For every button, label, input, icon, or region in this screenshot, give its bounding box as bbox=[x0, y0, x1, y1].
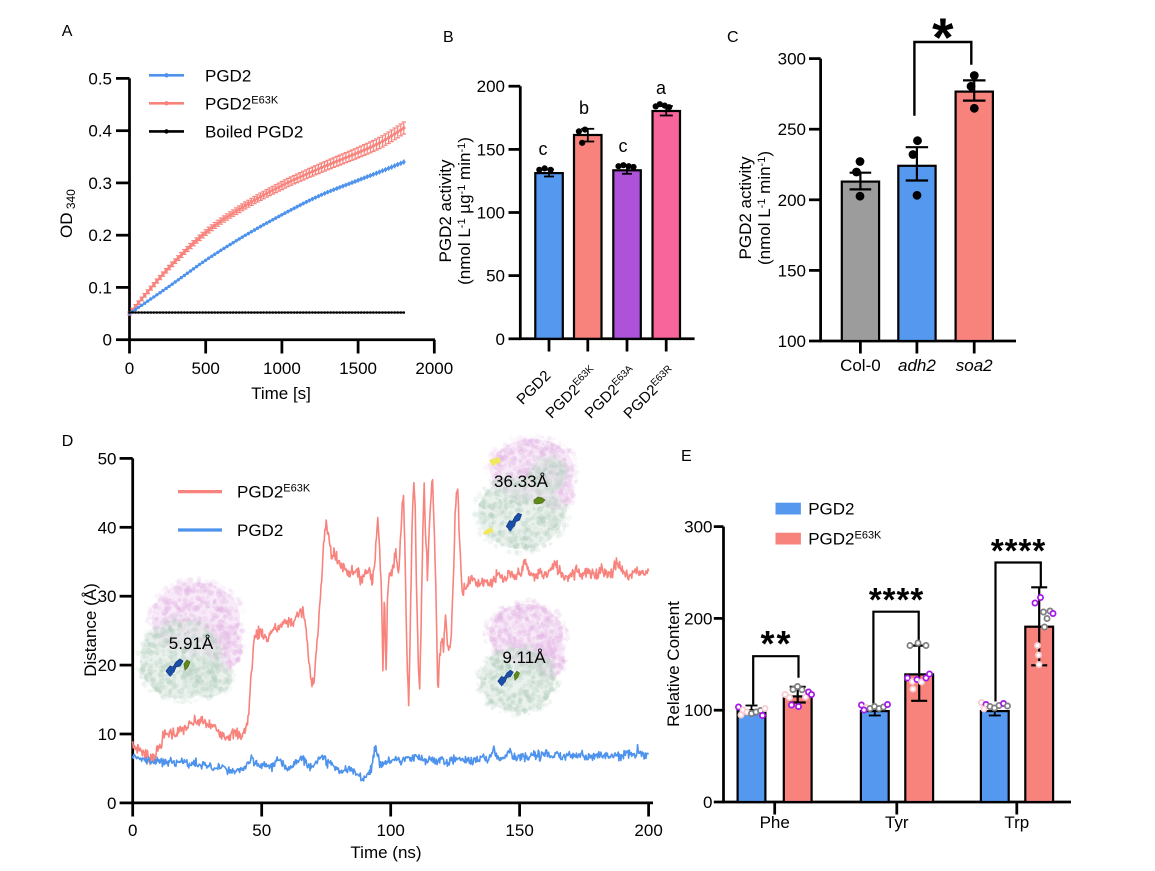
svg-text:D: D bbox=[62, 433, 74, 450]
svg-text:Relative Content: Relative Content bbox=[664, 601, 683, 727]
svg-text:A: A bbox=[62, 23, 73, 40]
svg-text:****: **** bbox=[991, 532, 1046, 569]
svg-text:150: 150 bbox=[778, 261, 806, 280]
svg-text:30: 30 bbox=[98, 587, 117, 606]
svg-text:Phe: Phe bbox=[760, 813, 790, 832]
svg-text:PGD2: PGD2 bbox=[808, 500, 854, 519]
svg-text:1000: 1000 bbox=[263, 359, 301, 378]
svg-text:0: 0 bbox=[125, 359, 134, 378]
svg-text:soa2: soa2 bbox=[956, 356, 993, 375]
svg-text:250: 250 bbox=[778, 120, 806, 139]
svg-text:Distance (Å): Distance (Å) bbox=[81, 583, 100, 677]
svg-text:100: 100 bbox=[684, 701, 712, 720]
svg-text:50: 50 bbox=[252, 821, 271, 840]
svg-text:0.2: 0.2 bbox=[88, 226, 112, 245]
svg-text:0: 0 bbox=[107, 794, 116, 813]
svg-text:0: 0 bbox=[703, 793, 712, 812]
svg-text:300: 300 bbox=[684, 518, 712, 537]
svg-text:adh2: adh2 bbox=[898, 356, 936, 375]
svg-text:50: 50 bbox=[486, 267, 505, 286]
svg-text:Col-0: Col-0 bbox=[840, 356, 881, 375]
svg-text:Time [s]: Time [s] bbox=[251, 384, 311, 403]
svg-text:(nmol L-1 min-1): (nmol L-1 min-1) bbox=[755, 151, 774, 265]
svg-text:40: 40 bbox=[98, 518, 117, 537]
svg-text:c: c bbox=[619, 136, 628, 156]
svg-text:150: 150 bbox=[477, 140, 505, 159]
svg-text:Boiled PGD2: Boiled PGD2 bbox=[205, 122, 303, 141]
svg-text:200: 200 bbox=[684, 609, 712, 628]
svg-text:1500: 1500 bbox=[339, 359, 377, 378]
svg-text:150: 150 bbox=[505, 821, 533, 840]
svg-text:0: 0 bbox=[496, 330, 505, 349]
svg-text:200: 200 bbox=[477, 77, 505, 96]
svg-text:20: 20 bbox=[98, 656, 117, 675]
svg-text:*: * bbox=[932, 6, 954, 68]
svg-text:2000: 2000 bbox=[415, 359, 453, 378]
svg-text:(nmol L-1 µg-1 min-1): (nmol L-1 µg-1 min-1) bbox=[455, 137, 474, 285]
svg-text:36.33Å: 36.33Å bbox=[494, 472, 549, 491]
svg-text:E: E bbox=[681, 448, 692, 465]
svg-text:**: ** bbox=[760, 623, 792, 664]
svg-text:0: 0 bbox=[103, 331, 112, 350]
svg-text:5.91Å: 5.91Å bbox=[169, 634, 214, 653]
svg-text:a: a bbox=[656, 78, 667, 98]
svg-text:200: 200 bbox=[778, 191, 806, 210]
svg-text:C: C bbox=[727, 29, 739, 46]
svg-text:PGD2 activity: PGD2 activity bbox=[436, 159, 455, 262]
svg-text:b: b bbox=[579, 98, 589, 118]
svg-text:Time (ns): Time (ns) bbox=[350, 843, 421, 862]
svg-text:c: c bbox=[539, 139, 548, 159]
svg-text:PGD2: PGD2 bbox=[205, 66, 251, 85]
svg-text:Trp: Trp bbox=[1004, 813, 1029, 832]
svg-text:200: 200 bbox=[634, 821, 662, 840]
svg-text:100: 100 bbox=[477, 204, 505, 223]
svg-text:0.1: 0.1 bbox=[88, 278, 112, 297]
svg-text:10: 10 bbox=[98, 725, 117, 744]
svg-text:****: **** bbox=[869, 581, 924, 618]
svg-text:300: 300 bbox=[778, 50, 806, 69]
svg-text:50: 50 bbox=[98, 449, 117, 468]
svg-text:B: B bbox=[443, 29, 454, 46]
svg-text:9.11Å: 9.11Å bbox=[502, 648, 546, 667]
svg-text:0.4: 0.4 bbox=[88, 122, 112, 141]
svg-text:0.3: 0.3 bbox=[88, 174, 112, 193]
svg-text:PGD2: PGD2 bbox=[237, 521, 283, 540]
svg-text:100: 100 bbox=[377, 821, 405, 840]
svg-text:PGD2 activity: PGD2 activity bbox=[736, 156, 755, 259]
svg-text:100: 100 bbox=[778, 332, 806, 351]
svg-text:0.5: 0.5 bbox=[88, 69, 112, 88]
svg-text:0: 0 bbox=[128, 821, 137, 840]
svg-text:Tyr: Tyr bbox=[885, 813, 909, 832]
svg-text:500: 500 bbox=[192, 359, 220, 378]
